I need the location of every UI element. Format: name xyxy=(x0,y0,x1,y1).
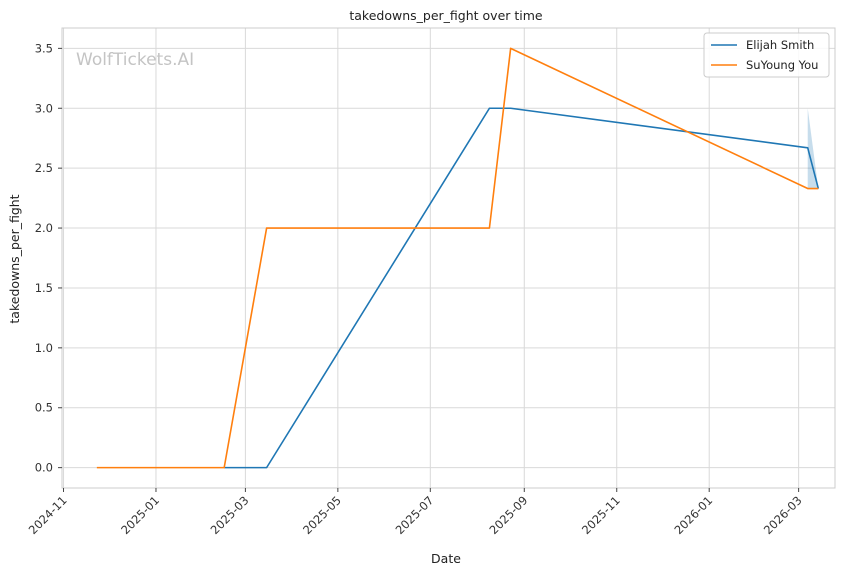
y-tick-label: 3.5 xyxy=(35,41,53,55)
plot-frame xyxy=(61,27,836,489)
y-tick-label: 3.0 xyxy=(35,101,53,115)
confidence-band-layer xyxy=(807,108,819,189)
x-axis-ticks: 2024-11 2025-01 2025-03 2025-05 2025-07 2025-… xyxy=(26,488,805,537)
x-tick-label: 2025-05 xyxy=(300,493,344,537)
legend-label: Elijah Smith xyxy=(746,38,814,52)
x-axis-title: Date xyxy=(431,551,461,566)
legend-box xyxy=(703,32,830,78)
series-line-0 xyxy=(224,107,820,469)
legend-label: SuYoung You xyxy=(746,58,818,72)
x-tick-label: 2026-01 xyxy=(671,493,715,537)
series-line-1 xyxy=(96,47,819,469)
y-axis-title: takedowns_per_fight xyxy=(7,194,22,323)
y-tick-label: 1.5 xyxy=(35,281,53,295)
chart-title: takedowns_per_fight over time xyxy=(349,8,543,23)
x-tick-label: 2025-11 xyxy=(579,493,623,537)
series-layer xyxy=(96,47,820,469)
y-tick-label: 2.0 xyxy=(35,221,53,235)
x-tick-label: 2024-11 xyxy=(26,493,70,537)
confidence-band xyxy=(807,108,819,189)
y-tick-label: 0.5 xyxy=(35,401,53,415)
x-tick-label: 2025-07 xyxy=(393,493,437,537)
watermark-text: WolfTickets.AI xyxy=(76,50,194,70)
y-tick-label: 2.5 xyxy=(35,161,53,175)
y-tick-label: 1.0 xyxy=(35,341,53,355)
y-axis-ticks: 0.0 0.5 1.0 1.5 2.0 2.5 3.0 3.5 xyxy=(35,41,62,475)
grid xyxy=(62,28,835,488)
legend: Elijah Smith SuYoung You xyxy=(703,32,830,78)
y-tick-label: 0.0 xyxy=(35,461,53,475)
x-tick-label: 2025-03 xyxy=(208,493,252,537)
x-tick-label: 2026-03 xyxy=(761,493,805,537)
x-tick-label: 2025-09 xyxy=(487,493,531,537)
x-tick-label: 2025-01 xyxy=(118,493,162,537)
